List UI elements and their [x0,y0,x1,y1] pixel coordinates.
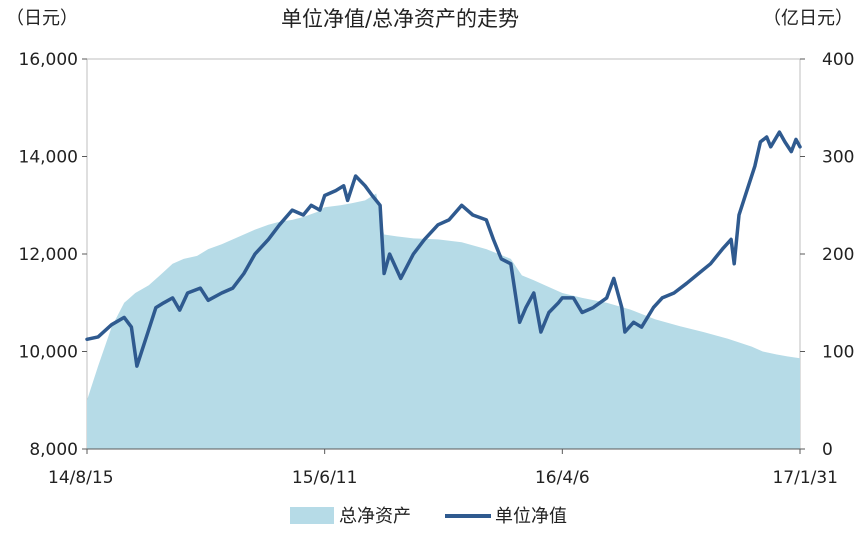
series-line-unit-nav [85,130,802,368]
legend-label-line: 单位净值 [495,506,567,527]
x-tick-label: 15/6/11 [292,468,358,488]
y-left-unit: （日元） [6,8,78,29]
y-left-tick-label: 14,000 [19,148,78,168]
y-right-tick-label: 200 [822,245,854,265]
legend-swatch-area [290,507,334,524]
y-left-ticks: 8,000 10,000 12,000 14,000 16,000 [19,50,87,460]
y-right-ticks: 0 100 200 300 400 [800,50,854,460]
x-tick-label: 17/1/31 [772,468,838,488]
y-left-tick-label: 12,000 [19,245,78,265]
y-left-tick-label: 16,000 [19,50,78,70]
x-ticks: 14/8/15 15/6/11 16/4/6 17/1/31 [48,449,838,488]
y-right-tick-label: 400 [822,50,854,70]
chart-title: 单位净值/总净资产的走势 [281,7,519,31]
y-right-tick-label: 300 [822,148,854,168]
plot-area [85,58,802,450]
y-left-tick-label: 8,000 [29,440,78,460]
x-tick-label: 16/4/6 [535,468,590,488]
y-left-tick-label: 10,000 [19,343,78,363]
y-right-tick-label: 0 [822,440,833,460]
series-area-total-net-assets [87,193,800,449]
y-right-tick-label: 100 [822,343,854,363]
legend: 总净资产 单位净值 [290,506,567,527]
legend-label-area: 总净资产 [339,506,411,527]
y-right-unit: （亿日元） [763,8,853,29]
x-tick-label: 14/8/15 [48,468,114,488]
